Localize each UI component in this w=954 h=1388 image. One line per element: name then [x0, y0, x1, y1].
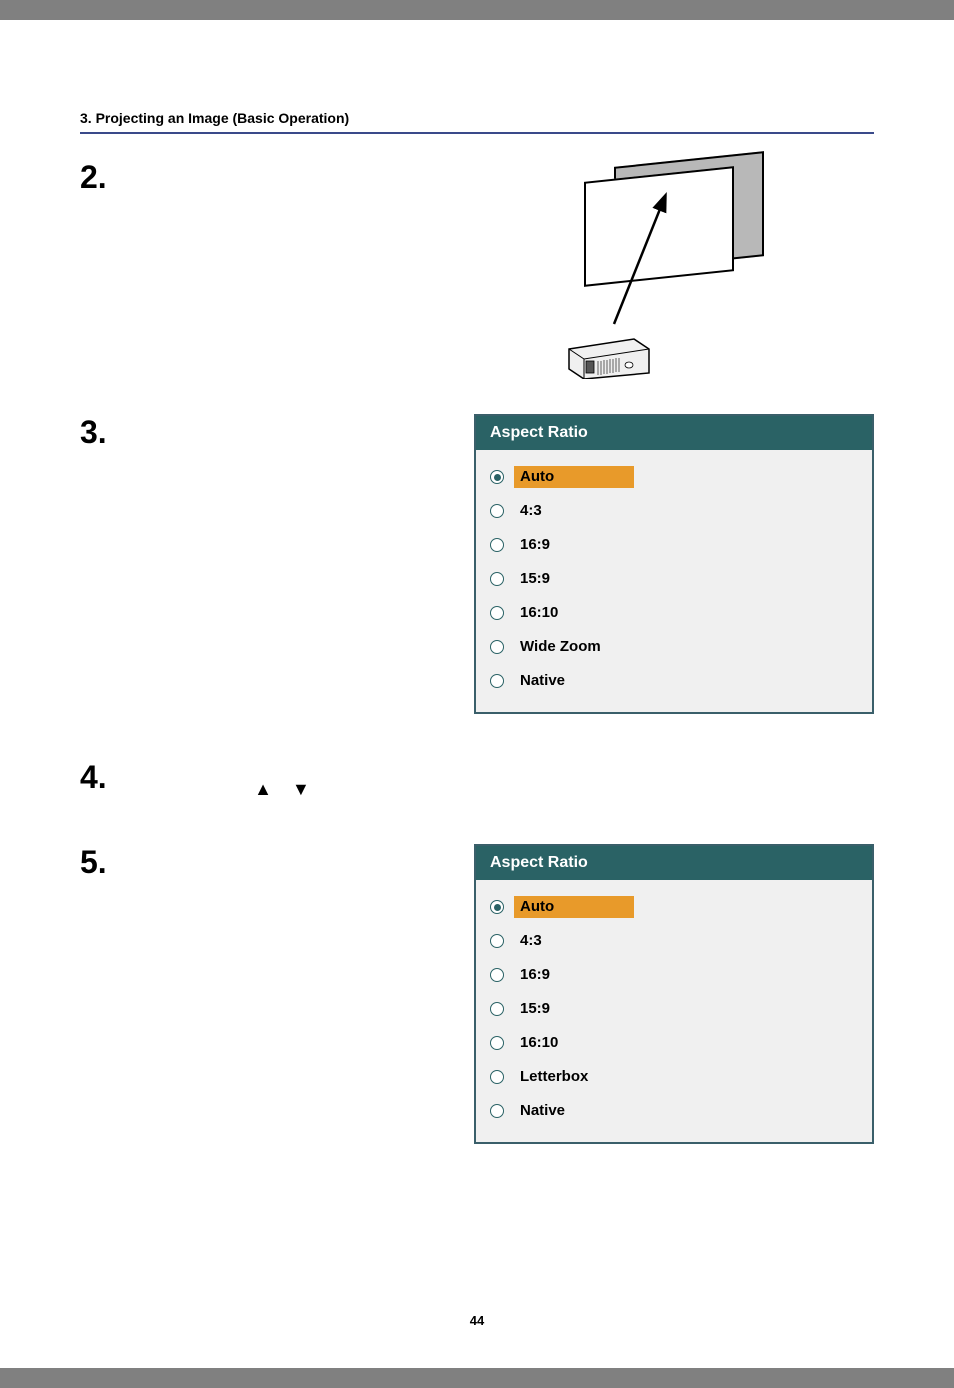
radio-icon — [490, 900, 504, 914]
step-2-right — [474, 159, 874, 379]
menu-label-wrap: Native — [514, 670, 571, 692]
menu-item-label: 4:3 — [520, 502, 542, 519]
menu-item-label: Auto — [520, 468, 554, 485]
menu-item-label: 16:9 — [520, 536, 550, 553]
menu-item[interactable]: Native — [486, 664, 862, 698]
menu-item-label: 15:9 — [520, 1000, 550, 1017]
menu-item[interactable]: Auto — [486, 460, 862, 494]
radio-icon — [490, 934, 504, 948]
menu-item-label: 16:9 — [520, 966, 550, 983]
step-3: 3. Aspect Ratio Auto 4:3 16:9 15:9 16:10 Wide… — [80, 414, 874, 734]
menu-label-wrap: 16:10 — [514, 1032, 564, 1054]
menu-label-wrap: 15:9 — [514, 568, 556, 590]
step-5: 5. Aspect Ratio Auto 4:3 16:9 15:9 16:10 Lett… — [80, 844, 874, 1174]
menu-label-wrap: Auto — [514, 896, 634, 918]
radio-icon — [490, 606, 504, 620]
menu-item-label: 4:3 — [520, 932, 542, 949]
menu-item[interactable]: 15:9 — [486, 562, 862, 596]
radio-icon — [490, 470, 504, 484]
radio-icon — [490, 538, 504, 552]
menu-item[interactable]: 16:9 — [486, 528, 862, 562]
menu-label-wrap: Native — [514, 1100, 571, 1122]
step-number: 3. — [80, 414, 140, 451]
menu-item-label: 16:10 — [520, 1034, 558, 1051]
menu-items-list: Auto 4:3 16:9 15:9 16:10 Letterbox Native — [476, 880, 872, 1142]
aspect-ratio-menu-1: Aspect Ratio Auto 4:3 16:9 15:9 16:10 Wide Zo… — [474, 414, 874, 714]
menu-item-label: Native — [520, 1102, 565, 1119]
radio-icon — [490, 1104, 504, 1118]
radio-icon — [490, 1036, 504, 1050]
menu-label-wrap: 16:9 — [514, 964, 556, 986]
menu-item-label: Wide Zoom — [520, 638, 601, 655]
radio-icon — [490, 674, 504, 688]
menu-items-list: Auto 4:3 16:9 15:9 16:10 Wide Zoom Native — [476, 450, 872, 712]
step-number: 4. — [80, 759, 140, 796]
projection-arrow-icon — [609, 189, 679, 329]
radio-icon — [490, 1070, 504, 1084]
menu-item[interactable]: 16:10 — [486, 596, 862, 630]
step-4: 4. ▲ ▼ — [80, 759, 874, 819]
up-arrow-icon: ▲ — [254, 779, 272, 800]
menu-item-label: 16:10 — [520, 604, 558, 621]
page-number: 44 — [0, 1313, 954, 1328]
menu-item-label: Native — [520, 672, 565, 689]
aspect-ratio-menu-2: Aspect Ratio Auto 4:3 16:9 15:9 16:10 Letterb… — [474, 844, 874, 1144]
menu-item[interactable]: Letterbox — [486, 1060, 862, 1094]
menu-label-wrap: 4:3 — [514, 930, 548, 952]
menu-item[interactable]: 4:3 — [486, 494, 862, 528]
menu-item[interactable]: 4:3 — [486, 924, 862, 958]
menu-label-wrap: 15:9 — [514, 998, 556, 1020]
menu-title: Aspect Ratio — [476, 416, 872, 450]
projector-device-icon — [564, 331, 654, 379]
radio-icon — [490, 968, 504, 982]
step-3-right: Aspect Ratio Auto 4:3 16:9 15:9 16:10 Wide Zo… — [474, 414, 874, 714]
menu-item-label: Auto — [520, 898, 554, 915]
menu-item[interactable]: Native — [486, 1094, 862, 1128]
menu-label-wrap: Letterbox — [514, 1066, 594, 1088]
menu-item[interactable]: Auto — [486, 890, 862, 924]
menu-item[interactable]: 15:9 — [486, 992, 862, 1026]
arrow-indicators: ▲ ▼ — [254, 779, 310, 800]
menu-label-wrap: 4:3 — [514, 500, 548, 522]
step-number: 5. — [80, 844, 140, 881]
menu-item-label: 15:9 — [520, 570, 550, 587]
radio-icon — [490, 504, 504, 518]
step-2: 2. — [80, 159, 874, 389]
menu-item[interactable]: 16:9 — [486, 958, 862, 992]
step-5-right: Aspect Ratio Auto 4:3 16:9 15:9 16:10 Letterb… — [474, 844, 874, 1144]
radio-icon — [490, 572, 504, 586]
menu-item[interactable]: Wide Zoom — [486, 630, 862, 664]
menu-title: Aspect Ratio — [476, 846, 872, 880]
menu-label-wrap: Auto — [514, 466, 634, 488]
section-header: 3. Projecting an Image (Basic Operation) — [80, 110, 874, 134]
down-arrow-icon: ▼ — [292, 779, 310, 800]
menu-item[interactable]: 16:10 — [486, 1026, 862, 1060]
menu-label-wrap: 16:10 — [514, 602, 564, 624]
projector-diagram — [534, 159, 794, 379]
menu-label-wrap: 16:9 — [514, 534, 556, 556]
menu-label-wrap: Wide Zoom — [514, 636, 607, 658]
document-page: 3. Projecting an Image (Basic Operation)… — [0, 20, 954, 1368]
menu-item-label: Letterbox — [520, 1068, 588, 1085]
radio-icon — [490, 1002, 504, 1016]
step-number: 2. — [80, 159, 140, 196]
step-4-middle: ▲ ▼ — [140, 759, 474, 800]
radio-icon — [490, 640, 504, 654]
